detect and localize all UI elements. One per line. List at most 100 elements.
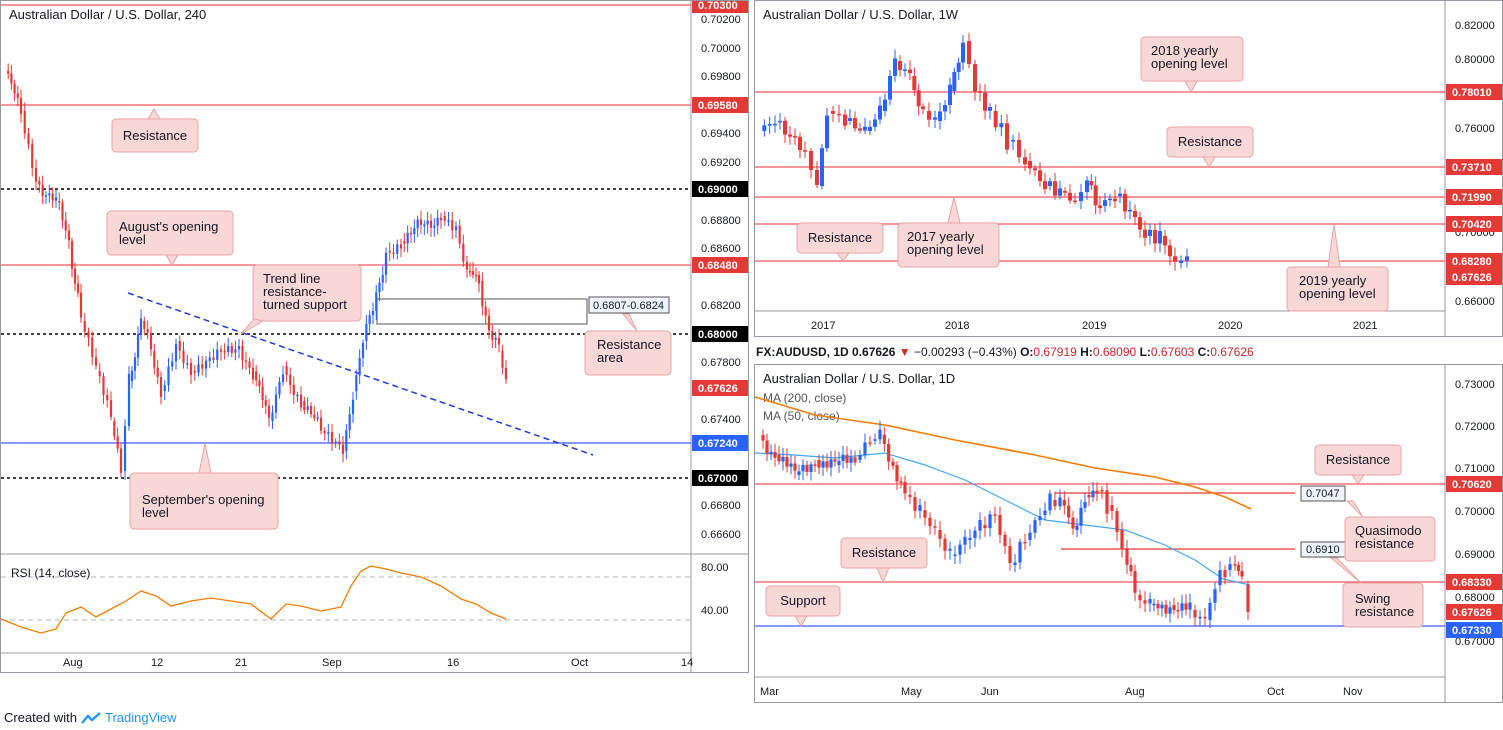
candle-body	[504, 367, 508, 380]
candle-body	[793, 463, 797, 471]
candle-body	[258, 380, 261, 387]
callout-resistance: Resistance	[111, 108, 199, 153]
svg-text:0.68000: 0.68000	[698, 329, 738, 341]
candle-body	[159, 377, 163, 397]
candle-body	[978, 91, 982, 93]
daily-chart-panel[interactable]: Australian Dollar / U.S. Dollar, 1D MA (…	[754, 364, 1503, 703]
candle-body	[1058, 188, 1062, 196]
candle-body	[299, 394, 303, 408]
price-label: 0.69200	[701, 157, 741, 169]
candle-body	[1143, 229, 1147, 238]
candle-body	[230, 345, 233, 353]
candle-body	[803, 150, 807, 152]
candle-body	[1179, 260, 1183, 263]
callout-resistance-area: Resistance area	[584, 313, 672, 376]
weekly-chart-panel[interactable]: Australian Dollar / U.S. Dollar, 1W 0.82…	[754, 0, 1503, 337]
candle-body	[119, 448, 123, 473]
price-badge: 0.67626	[1446, 269, 1502, 285]
candle-body	[378, 282, 381, 293]
svg-text:opening level: opening level	[907, 242, 984, 257]
price-label: 0.67400	[701, 414, 741, 426]
candle-body	[306, 406, 309, 411]
candle-body	[1023, 157, 1027, 165]
candle-body	[474, 274, 478, 277]
high-value: 0.68090	[1092, 345, 1137, 359]
candle-body	[313, 414, 316, 419]
candle-body	[873, 439, 877, 441]
candle-body	[189, 363, 193, 376]
price-label: 0.73000	[1455, 379, 1495, 391]
weekly-chart-svg: 0.82000 0.80000 0.76000 0.70000 0.66000 …	[755, 1, 1502, 336]
candle-body	[933, 526, 937, 528]
quote-bar: FX:AUDUSD, 1D 0.67626 ▼ −0.00293 (−0.43%…	[756, 345, 1254, 359]
candle-body	[1038, 170, 1042, 182]
candle-body	[1143, 600, 1147, 604]
candle-body	[953, 554, 957, 557]
candle-body	[1110, 505, 1114, 511]
candle-body	[1075, 525, 1079, 530]
candle-body	[1011, 140, 1015, 142]
candle-body	[785, 456, 789, 467]
callout-resistance-top: Resistance	[1314, 444, 1402, 485]
svg-text:August's opening: August's opening	[119, 219, 218, 234]
svg-text:2018 yearly: 2018 yearly	[1151, 43, 1219, 58]
candle-body	[123, 426, 127, 471]
svg-text:level: level	[119, 232, 146, 247]
candle-body	[465, 261, 469, 270]
candle-body	[167, 366, 170, 386]
candle-body	[956, 62, 961, 72]
trend-line	[127, 292, 594, 456]
svg-text:0.67330: 0.67330	[1452, 625, 1492, 637]
time-label: 2019	[1082, 320, 1106, 332]
candle-body	[443, 216, 446, 221]
candle-body	[921, 106, 925, 110]
candle-body	[171, 361, 174, 367]
price-badge: 0.67330	[1446, 622, 1502, 638]
candle-body	[13, 83, 16, 94]
candle-body	[381, 274, 384, 283]
candle-body	[1113, 198, 1117, 202]
candle-body	[797, 471, 801, 475]
footer-credit[interactable]: Created with TradingView	[4, 710, 177, 725]
candle-body	[58, 201, 61, 203]
svg-text:0.69580: 0.69580	[698, 100, 738, 112]
candle-body	[439, 217, 443, 221]
candle-body	[106, 394, 109, 401]
svg-text:0.67000: 0.67000	[698, 473, 738, 485]
candle-body	[38, 181, 41, 185]
candle-body	[938, 111, 942, 121]
open-value: 0.67919	[1033, 345, 1077, 359]
candle-body	[863, 442, 867, 456]
candle-body	[1218, 570, 1222, 585]
candle-body	[392, 252, 395, 255]
price-badge: 0.70420	[1446, 216, 1502, 232]
candle-body	[255, 371, 258, 381]
candle-body	[1168, 607, 1172, 614]
candle-body	[845, 454, 849, 463]
callout-2018-yearly: 2018 yearly opening level	[1140, 36, 1244, 94]
h4-chart-panel[interactable]: Australian Dollar / U.S. Dollar, 240 RSI…	[0, 0, 749, 673]
candle-body	[1236, 565, 1241, 571]
candle-body	[993, 514, 997, 516]
candle-body	[419, 219, 423, 225]
candle-body	[355, 375, 358, 391]
candle-body	[1152, 603, 1156, 606]
candle-body	[278, 381, 281, 395]
candle-body	[423, 224, 426, 226]
candle-body	[798, 136, 802, 151]
candle-body	[778, 120, 782, 123]
candle-body	[330, 432, 334, 443]
price-label: 0.68200	[701, 300, 741, 312]
svg-text:0.7047: 0.7047	[1306, 488, 1340, 500]
candle-body	[1053, 181, 1057, 196]
candle-body	[943, 538, 947, 551]
candle-body	[1017, 140, 1021, 158]
candle-body	[891, 461, 895, 466]
candle-body	[1118, 193, 1122, 196]
candle-body	[338, 441, 341, 445]
ma200-line	[755, 396, 1252, 510]
last-price: 0.67626	[852, 345, 896, 359]
candle-body	[341, 444, 345, 454]
candle-body	[769, 451, 773, 454]
svg-text:Resistance: Resistance	[852, 545, 916, 560]
